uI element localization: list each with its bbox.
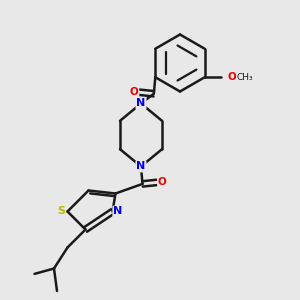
Text: N: N [136,161,146,172]
Text: O: O [227,72,236,82]
Text: N: N [136,98,146,109]
Text: O: O [158,177,167,188]
Text: CH₃: CH₃ [237,73,253,82]
Text: O: O [130,87,138,97]
Text: S: S [57,206,65,217]
Text: N: N [113,206,122,217]
